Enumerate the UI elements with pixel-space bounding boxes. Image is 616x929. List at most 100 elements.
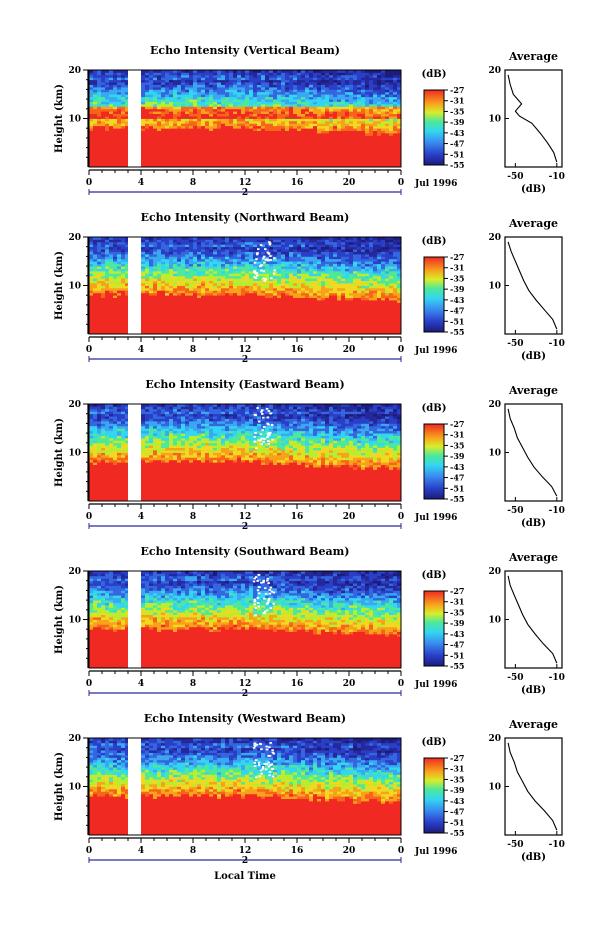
- heatmap-cell: [245, 239, 250, 243]
- heatmap-cell: [117, 266, 122, 269]
- heatmap-cell: [293, 87, 298, 90]
- heatmap-cell: [241, 329, 246, 332]
- heatmap-cell: [365, 87, 370, 90]
- heatmap-cell: [289, 157, 294, 161]
- heatmap-cell: [381, 120, 386, 124]
- heatmap-cell: [237, 285, 242, 289]
- heatmap-cell: [265, 123, 270, 127]
- heatmap-cell: [281, 82, 286, 85]
- heatmap-cell: [253, 104, 258, 107]
- heatmap-cell: [285, 154, 290, 158]
- heatmap-cell: [149, 326, 154, 330]
- heatmap-cell: [177, 130, 182, 134]
- heatmap-cell: [189, 91, 194, 95]
- heatmap-cell: [169, 101, 174, 105]
- heatmap-cell: [341, 154, 346, 158]
- heatmap-cell: [177, 280, 182, 284]
- heatmap-cell: [269, 84, 274, 88]
- heatmap-cell: [369, 135, 374, 139]
- heatmap-cell: [177, 241, 182, 245]
- heatmap-cell: [141, 72, 146, 76]
- heatmap-cell: [377, 111, 382, 114]
- heatmap-cell: [333, 118, 338, 122]
- heatmap-cell: [157, 295, 162, 298]
- heatmap-cell: [381, 74, 386, 78]
- heatmap-cell: [257, 297, 262, 301]
- heatmap-cell: [121, 263, 126, 267]
- heatmap-cell: [345, 152, 350, 156]
- heatmap-cell: [105, 244, 110, 248]
- heatmap-cell: [237, 297, 242, 301]
- heatmap-cell: [105, 89, 110, 93]
- heatmap-cell: [169, 326, 174, 330]
- heatmap-cell: [205, 326, 210, 330]
- heatmap-cell: [229, 137, 234, 141]
- heatmap-cell: [241, 331, 246, 335]
- heatmap-cell: [277, 157, 282, 161]
- heatmap-cell: [97, 142, 102, 146]
- heatmap-cell: [253, 108, 258, 112]
- heatmap-cell: [241, 150, 246, 153]
- heatmap-cell: [201, 275, 206, 279]
- heatmap-cell: [305, 154, 310, 158]
- heatmap-cell: [197, 96, 202, 100]
- heatmap-cell: [189, 317, 194, 320]
- heatmap-cell: [97, 111, 102, 114]
- heatmap-cell: [149, 300, 154, 303]
- heatmap-cell: [349, 74, 354, 78]
- heatmap-cell: [213, 70, 218, 73]
- heatmap-cell: [365, 157, 370, 161]
- heatmap-cell: [221, 111, 226, 114]
- heatmap-cell: [381, 135, 386, 139]
- heatmap-cell: [213, 246, 218, 250]
- heatmap-cell: [209, 300, 214, 303]
- heatmap-cell: [213, 104, 218, 107]
- heatmap-cell: [305, 159, 310, 163]
- heatmap-cell: [113, 99, 118, 102]
- heatmap-cell: [385, 87, 390, 90]
- heatmap-cell: [377, 140, 382, 144]
- heatmap-cell: [157, 116, 162, 119]
- heatmap-cell: [165, 256, 170, 260]
- heatmap-cell: [145, 285, 150, 289]
- heatmap-cell: [97, 241, 102, 245]
- heatmap-cell: [277, 150, 282, 153]
- heatmap-cell: [209, 154, 214, 158]
- heatmap-cell: [177, 312, 182, 315]
- heatmap-cell: [125, 70, 130, 73]
- heatmap-cell: [177, 295, 182, 298]
- heatmap-cell: [249, 237, 254, 240]
- heatmap-cell: [165, 263, 170, 267]
- heatmap-cell: [197, 263, 202, 267]
- heatmap-cell: [149, 108, 154, 112]
- heatmap-cell: [381, 79, 386, 83]
- heatmap-cell: [249, 116, 254, 119]
- heatmap-cell: [393, 137, 398, 141]
- heatmap-cell: [149, 297, 154, 301]
- heatmap-cell: [249, 249, 254, 252]
- heatmap-cell: [221, 249, 226, 252]
- heatmap-cell: [277, 94, 282, 98]
- heatmap-cell: [365, 94, 370, 98]
- heatmap-cell: [233, 319, 238, 323]
- heatmap-cell: [301, 162, 306, 165]
- heatmap-cell: [253, 142, 258, 146]
- heatmap-cell: [101, 94, 106, 98]
- heatmap-cell: [205, 307, 210, 311]
- heatmap-cell: [237, 150, 242, 153]
- heatmap-cell: [141, 263, 146, 267]
- heatmap-cell: [173, 79, 178, 83]
- heatmap-cell: [333, 108, 338, 112]
- heatmap-cell: [93, 266, 98, 269]
- heatmap-cell: [157, 91, 162, 95]
- heatmap-cell: [193, 130, 198, 134]
- heatmap-cell: [157, 326, 162, 330]
- heatmap-cell: [217, 256, 222, 260]
- heatmap-cell: [145, 104, 150, 107]
- heatmap-cell: [357, 113, 362, 117]
- heatmap-cell: [125, 309, 130, 313]
- heatmap-cell: [93, 123, 98, 127]
- heatmap-cell: [121, 256, 126, 260]
- heatmap-cell: [345, 79, 350, 83]
- heatmap-cell: [293, 157, 298, 161]
